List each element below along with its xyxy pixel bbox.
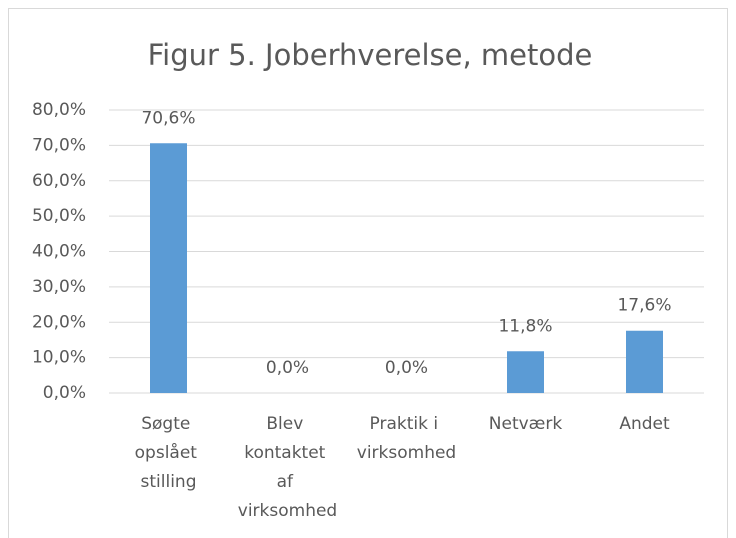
x-tick-label: Søgte opslået stilling xyxy=(135,414,203,492)
bar xyxy=(150,143,187,393)
y-tick-label: 20,0% xyxy=(32,312,86,332)
y-tick-label: 10,0% xyxy=(32,348,86,368)
y-tick-label: 0,0% xyxy=(43,383,86,403)
y-tick-label: 80,0% xyxy=(32,100,86,120)
chart-border xyxy=(8,8,728,538)
data-label: 70,6% xyxy=(141,108,195,128)
y-tick-label: 40,0% xyxy=(32,242,86,262)
bar xyxy=(507,351,544,393)
y-tick-label: 60,0% xyxy=(32,171,86,191)
data-label: 0,0% xyxy=(266,358,309,378)
bar xyxy=(626,330,663,393)
data-label: 0,0% xyxy=(385,358,428,378)
y-tick-label: 50,0% xyxy=(32,206,86,226)
data-label: 17,6% xyxy=(617,296,671,316)
x-tick-label: Praktik i virksomhed xyxy=(357,414,456,463)
y-tick-label: 70,0% xyxy=(32,135,86,155)
x-tick-label: Andet xyxy=(619,414,670,434)
chart-title: Figur 5. Joberhverelse, metode xyxy=(148,38,593,72)
x-tick-label: Netværk xyxy=(489,414,563,434)
y-tick-label: 30,0% xyxy=(32,277,86,297)
data-label: 11,8% xyxy=(498,316,552,336)
x-tick-label: Blev kontaktet af virksomhed xyxy=(238,414,337,521)
